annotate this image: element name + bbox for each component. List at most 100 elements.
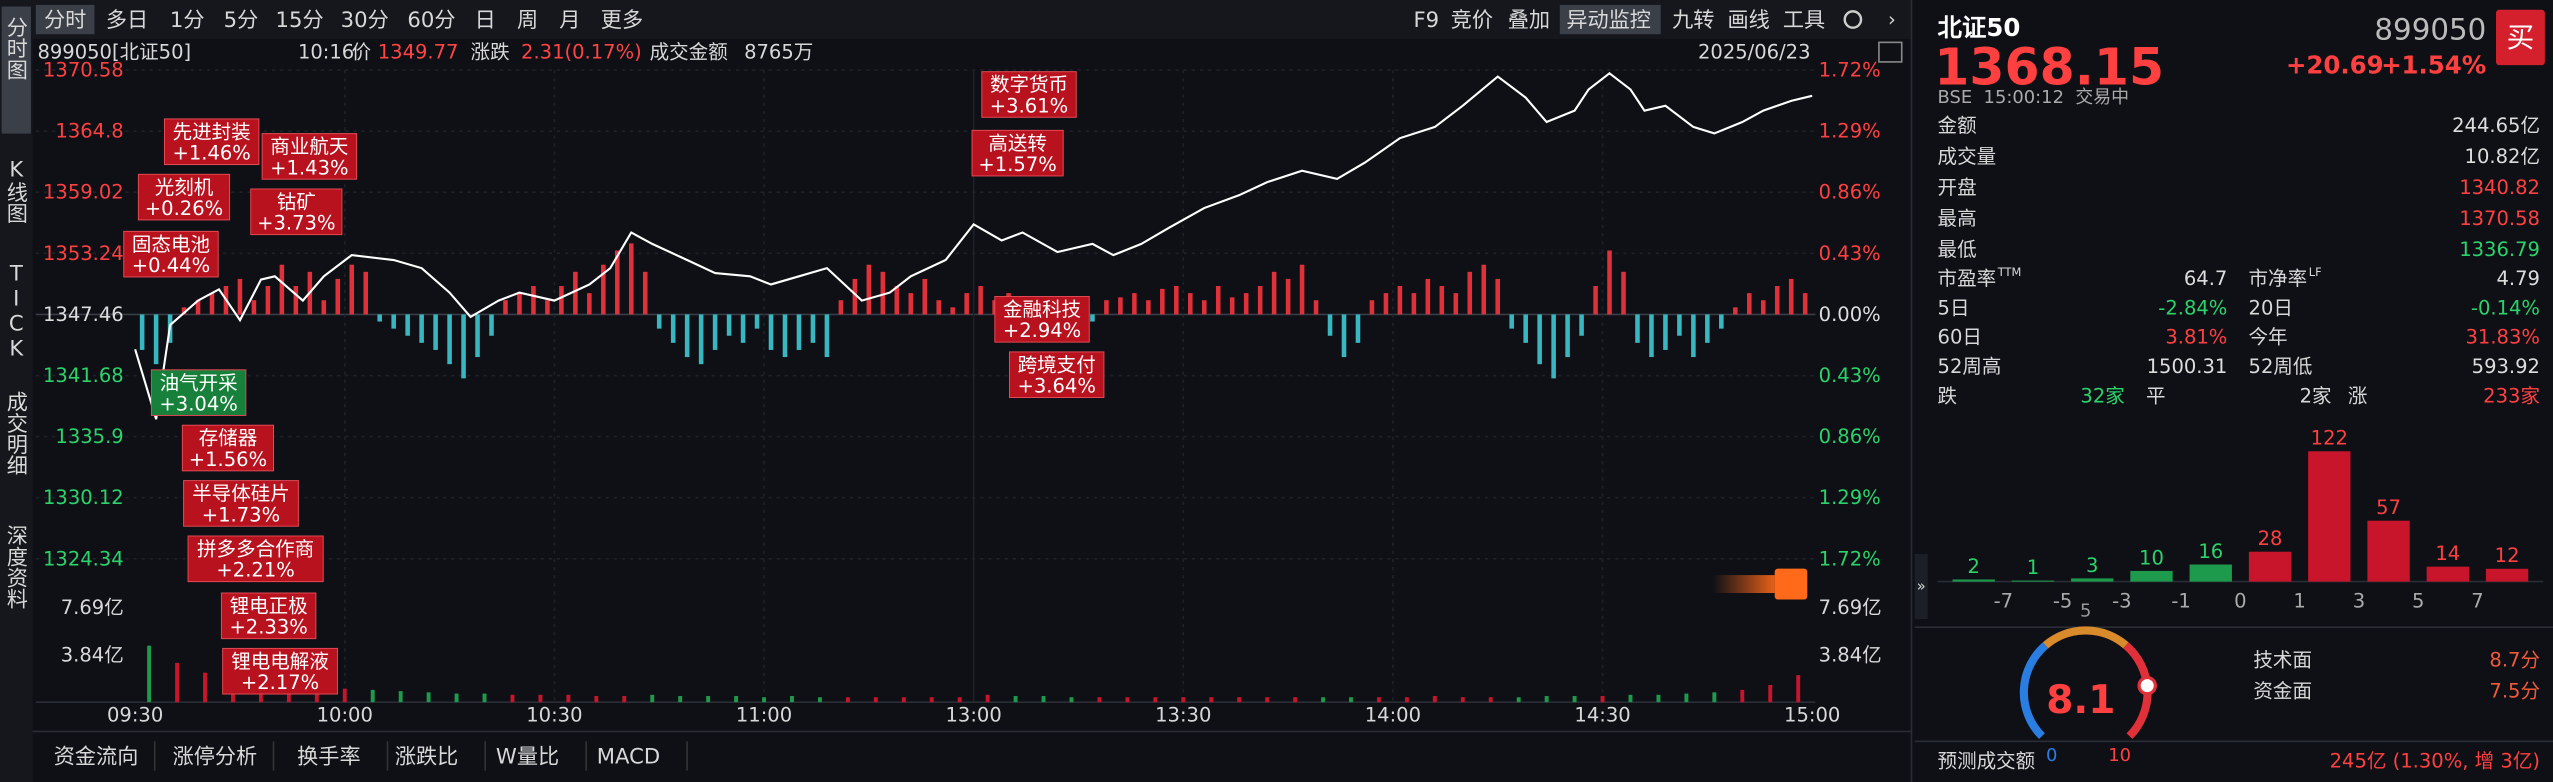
- x-tick-label: 15:00: [1784, 704, 1840, 727]
- period-tab[interactable]: 60分: [407, 7, 455, 32]
- bottom-tab[interactable]: 涨跌比: [395, 743, 458, 768]
- tag-box[interactable]: [261, 133, 358, 180]
- volume-bar: [1069, 697, 1074, 703]
- tag-change: +2.17%: [241, 671, 319, 694]
- period-tab[interactable]: 月: [559, 7, 580, 32]
- volume-bar: [901, 697, 906, 703]
- collapse-handle[interactable]: [1914, 553, 1928, 620]
- momentum-bar: [1635, 314, 1640, 343]
- bottom-tab[interactable]: W量比: [496, 743, 559, 768]
- period-tab[interactable]: 分时: [44, 7, 86, 32]
- tag-box[interactable]: [137, 173, 231, 221]
- side-tab[interactable]: 成交明细: [4, 391, 29, 477]
- period-tab[interactable]: 15分: [276, 7, 324, 32]
- dist-value-label: 122: [2311, 427, 2348, 450]
- tag-box[interactable]: [187, 535, 324, 583]
- gauge-value: 8.1: [2046, 678, 2115, 723]
- next-icon[interactable]: ›: [1888, 8, 1896, 31]
- period-tab[interactable]: 周: [517, 7, 538, 32]
- forecast-label: 预测成交额: [1938, 749, 2036, 772]
- tag-name: 存储器: [199, 427, 258, 450]
- volume-bar: [1600, 696, 1605, 703]
- tool-button[interactable]: 工具: [1783, 7, 1825, 32]
- momentum-bar: [545, 300, 550, 315]
- y-tick-label: 1335.9: [55, 425, 123, 448]
- side-tab[interactable]: TICK: [4, 261, 29, 361]
- bottom-tab[interactable]: 资金流向: [54, 743, 139, 768]
- tool-button[interactable]: 叠加: [1508, 7, 1550, 32]
- y-tick-label: 1341.68: [43, 364, 124, 387]
- buy-button[interactable]: [2496, 9, 2545, 66]
- momentum-bar: [1174, 286, 1179, 315]
- info-change: 2.31(0.17%): [521, 41, 642, 64]
- y2-tick-label: 0.43%: [1819, 364, 1881, 387]
- tool-button[interactable]: 竞价: [1451, 7, 1493, 32]
- x-tick-label: 11:00: [736, 704, 792, 727]
- side-tab[interactable]: 分时图: [4, 16, 29, 80]
- period-tab[interactable]: 更多: [601, 7, 643, 32]
- quote-change: +20.69: [2286, 51, 2384, 80]
- float-icon[interactable]: [1774, 568, 1808, 600]
- tag-box[interactable]: [1008, 351, 1105, 399]
- breadth-label: 跌: [1938, 384, 1958, 407]
- period-tab[interactable]: 5分: [224, 7, 259, 32]
- collapse-icon[interactable]: »: [1917, 578, 1926, 595]
- tag-box[interactable]: [981, 71, 1077, 118]
- momentum-bar: [656, 314, 662, 329]
- tool-button[interactable]: 九转: [1672, 7, 1714, 32]
- momentum-bar: [922, 278, 928, 315]
- tag-box[interactable]: [123, 230, 219, 278]
- tag-box[interactable]: [163, 118, 260, 166]
- momentum-bar: [559, 286, 564, 315]
- settings-icon[interactable]: [1878, 41, 1903, 63]
- momentum-bar: [936, 300, 941, 315]
- tag-box[interactable]: [150, 369, 247, 416]
- side-tab[interactable]: 深度资料: [4, 524, 29, 610]
- bottom-tab[interactable]: MACD: [597, 743, 660, 768]
- volume-bar: [817, 697, 822, 703]
- volume-bar: [650, 694, 655, 703]
- momentum-bar: [279, 264, 285, 315]
- tool-button[interactable]: F9: [1413, 7, 1439, 32]
- period-tab[interactable]: 30分: [341, 7, 389, 32]
- volume-bar: [342, 688, 347, 703]
- quote-value: 1336.79: [2459, 238, 2540, 261]
- tag-change: +3.04%: [159, 393, 237, 416]
- momentum-bar: [1495, 278, 1501, 315]
- tag-name: 钴矿: [277, 191, 316, 214]
- price-line: [134, 71, 1813, 420]
- tool-button[interactable]: 异动监控: [1566, 7, 1651, 32]
- momentum-bar: [1285, 278, 1291, 315]
- momentum-bar: [293, 286, 299, 315]
- period-tab[interactable]: 日: [475, 7, 496, 32]
- tag-box[interactable]: [250, 188, 343, 236]
- quote-value: 1500.31: [2147, 355, 2228, 378]
- tag-change: +3.73%: [257, 212, 335, 235]
- quote-value: 244.65亿: [2452, 114, 2540, 137]
- tag-box[interactable]: [994, 296, 1090, 343]
- side-tab[interactable]: K线图: [4, 156, 29, 224]
- tool-button[interactable]: 画线: [1728, 7, 1770, 32]
- momentum-bar: [1481, 264, 1487, 315]
- y2-tick-label: 1.29%: [1819, 120, 1881, 143]
- tag-box[interactable]: [220, 592, 317, 640]
- bottom-tab[interactable]: 涨停分析: [173, 743, 258, 768]
- momentum-bar: [1243, 293, 1249, 315]
- tag-box[interactable]: [971, 129, 1064, 177]
- momentum-bar: [1579, 314, 1584, 336]
- volume-tick-label: 3.84亿: [1819, 643, 1882, 666]
- momentum-bar: [1397, 286, 1403, 315]
- volume-bar: [1684, 693, 1689, 703]
- tag-box[interactable]: [222, 647, 338, 695]
- tag-box[interactable]: [183, 480, 299, 527]
- period-tab[interactable]: 多日: [106, 7, 148, 32]
- gear-icon[interactable]: [1843, 10, 1863, 29]
- bottom-tab[interactable]: 换手率: [297, 743, 360, 768]
- momentum-bar: [810, 314, 816, 343]
- dist-bin-label: 5: [2412, 590, 2424, 613]
- volume-bar: [510, 694, 515, 703]
- period-tab[interactable]: 1分: [170, 7, 205, 32]
- tag-box[interactable]: [181, 424, 275, 472]
- volume-tick-label: 7.69亿: [61, 596, 124, 619]
